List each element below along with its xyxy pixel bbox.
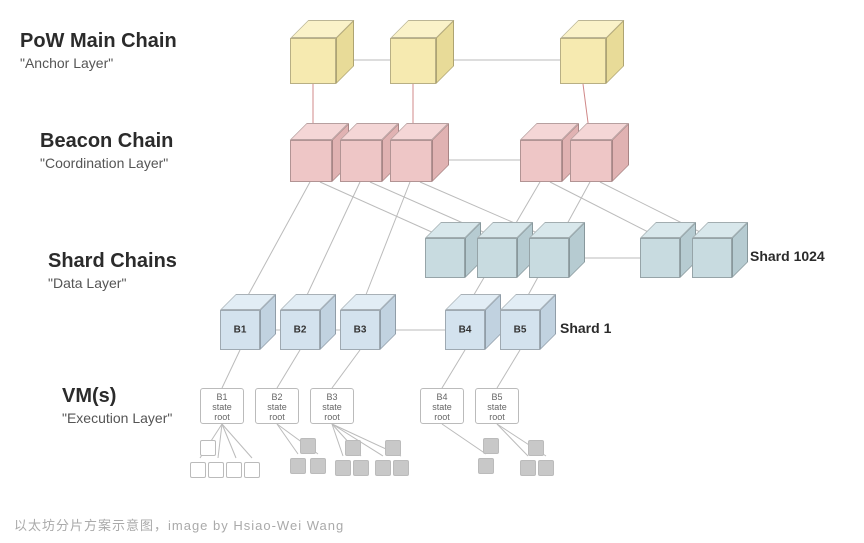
beacon-cube-2 bbox=[390, 140, 432, 182]
shard-front-cube-2: B3 bbox=[340, 310, 380, 350]
small-box-17 bbox=[483, 438, 499, 454]
small-box-2 bbox=[226, 462, 242, 478]
cube-label: B2 bbox=[280, 325, 320, 336]
small-box-10 bbox=[478, 458, 494, 474]
pow-cube-0 bbox=[290, 38, 336, 84]
beacon-cube-1 bbox=[340, 140, 382, 182]
layer-subtitle: "Execution Layer" bbox=[62, 410, 172, 426]
layer-label-pow: PoW Main Chain "Anchor Layer" bbox=[20, 30, 177, 71]
shard-back-cube-4 bbox=[692, 238, 732, 278]
shard-label-1: Shard 1 bbox=[560, 320, 611, 336]
pow-cube-1 bbox=[390, 38, 436, 84]
layer-subtitle: "Coordination Layer" bbox=[40, 155, 173, 171]
small-box-1 bbox=[208, 462, 224, 478]
layer-label-vm: VM(s) "Execution Layer" bbox=[62, 385, 172, 426]
vm-box-3: B4stateroot bbox=[420, 388, 464, 424]
beacon-cube-3 bbox=[520, 140, 562, 182]
small-box-4 bbox=[290, 458, 306, 474]
shard-back-cube-0 bbox=[425, 238, 465, 278]
small-box-15 bbox=[345, 440, 361, 456]
shard-back-cube-3 bbox=[640, 238, 680, 278]
layer-title: PoW Main Chain bbox=[20, 30, 177, 53]
shard-back-cube-1 bbox=[477, 238, 517, 278]
shard-front-cube-4: B5 bbox=[500, 310, 540, 350]
shard-front-cube-3: B4 bbox=[445, 310, 485, 350]
vm-box-1: B2stateroot bbox=[255, 388, 299, 424]
small-box-18 bbox=[528, 440, 544, 456]
small-box-14 bbox=[300, 438, 316, 454]
small-box-5 bbox=[310, 458, 326, 474]
small-box-7 bbox=[353, 460, 369, 476]
layer-subtitle: "Anchor Layer" bbox=[20, 55, 177, 71]
layer-subtitle: "Data Layer" bbox=[48, 275, 177, 291]
small-box-13 bbox=[200, 440, 216, 456]
layer-label-beacon: Beacon Chain "Coordination Layer" bbox=[40, 130, 173, 171]
small-box-12 bbox=[538, 460, 554, 476]
small-box-11 bbox=[520, 460, 536, 476]
vm-box-0: B1stateroot bbox=[200, 388, 244, 424]
small-box-6 bbox=[335, 460, 351, 476]
shard-label-0: Shard 1024 bbox=[750, 248, 825, 264]
cube-label: B3 bbox=[340, 325, 380, 336]
small-box-8 bbox=[375, 460, 391, 476]
cube-label: B5 bbox=[500, 325, 540, 336]
shard-front-cube-0: B1 bbox=[220, 310, 260, 350]
shard-back-cube-2 bbox=[529, 238, 569, 278]
vm-box-2: B3stateroot bbox=[310, 388, 354, 424]
layer-label-shard: Shard Chains "Data Layer" bbox=[48, 250, 177, 291]
cube-label: B4 bbox=[445, 325, 485, 336]
beacon-cube-0 bbox=[290, 140, 332, 182]
shard-front-cube-1: B2 bbox=[280, 310, 320, 350]
small-box-9 bbox=[393, 460, 409, 476]
beacon-cube-4 bbox=[570, 140, 612, 182]
cube-label: B1 bbox=[220, 325, 260, 336]
small-box-0 bbox=[190, 462, 206, 478]
small-box-3 bbox=[244, 462, 260, 478]
caption: 以太坊分片方案示意图，image by Hsiao-Wei Wang bbox=[14, 515, 344, 534]
layer-title: Shard Chains bbox=[48, 250, 177, 273]
vm-box-4: B5stateroot bbox=[475, 388, 519, 424]
layer-title: VM(s) bbox=[62, 385, 172, 408]
layer-title: Beacon Chain bbox=[40, 130, 173, 153]
small-box-16 bbox=[385, 440, 401, 456]
pow-cube-2 bbox=[560, 38, 606, 84]
